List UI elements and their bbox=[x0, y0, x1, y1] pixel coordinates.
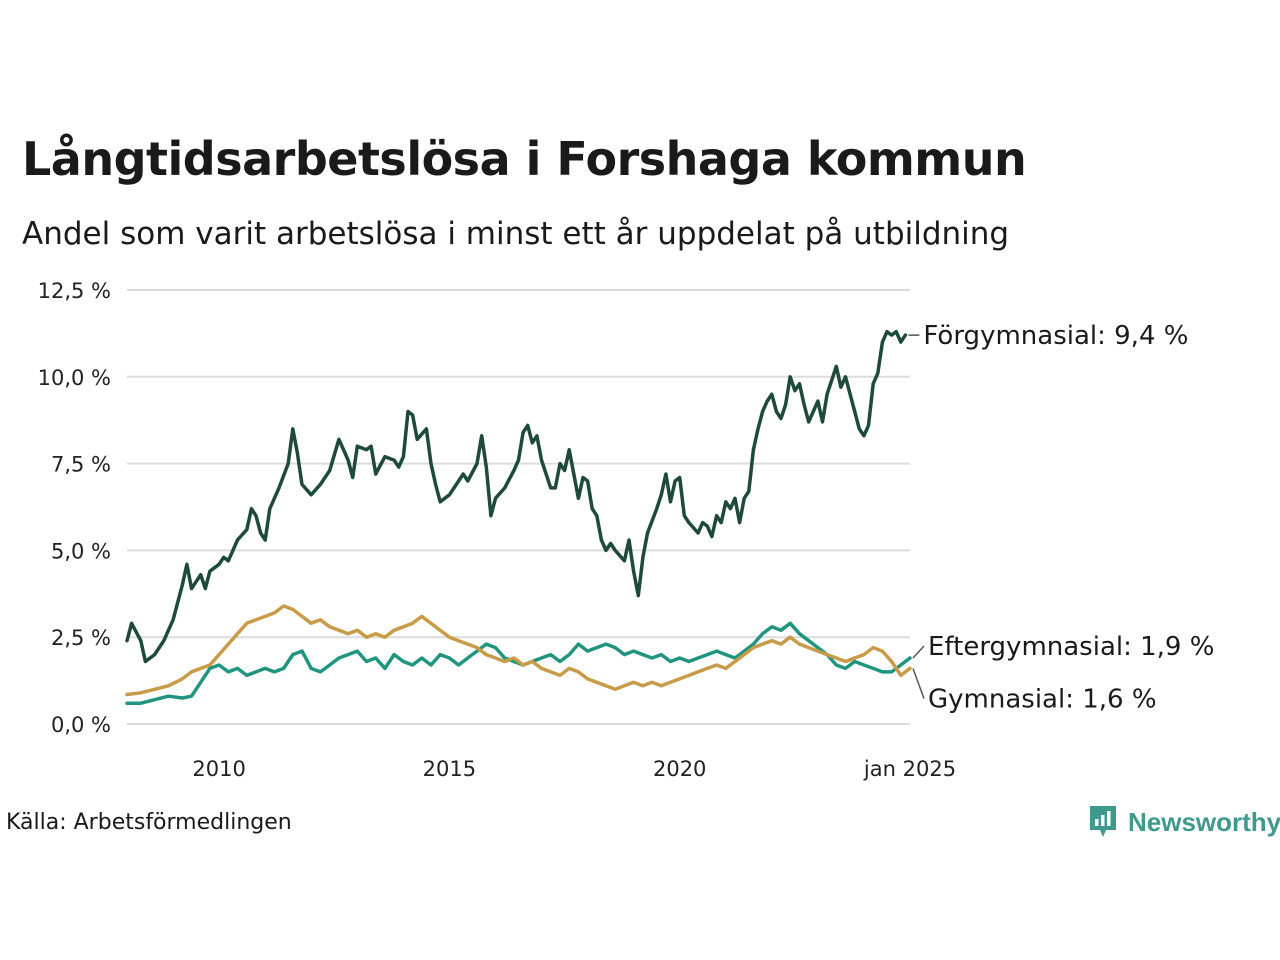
series-end-label: Förgymnasial: 9,4 % bbox=[923, 321, 1188, 351]
source-note: Källa: Arbetsförmedlingen bbox=[6, 810, 292, 835]
y-tick-label: 7,5 % bbox=[51, 453, 111, 477]
series-line-förgymnasial bbox=[125, 329, 908, 664]
y-tick-label: 2,5 % bbox=[51, 626, 111, 650]
x-tick-label: 2010 bbox=[192, 757, 245, 781]
brand-logo[interactable]: Newsworthy bbox=[1088, 804, 1280, 840]
series-end-label: Eftergymnasial: 1,9 % bbox=[928, 632, 1214, 662]
series-line-gymnasial bbox=[125, 604, 912, 697]
brand-name: Newsworthy bbox=[1128, 806, 1280, 837]
series-end-label: Gymnasial: 1,6 % bbox=[928, 684, 1157, 714]
end-label-connector bbox=[912, 645, 925, 659]
chart-subtitle: Andel som varit arbetslösa i minst ett å… bbox=[22, 216, 1010, 252]
y-tick-label: 0,0 % bbox=[51, 713, 111, 737]
x-tick-label: 2020 bbox=[653, 757, 706, 781]
bar-chart-icon bbox=[1090, 806, 1116, 837]
y-tick-label: 10,0 % bbox=[38, 366, 111, 390]
x-tick-label: 2015 bbox=[423, 757, 476, 781]
y-tick-label: 12,5 % bbox=[38, 279, 111, 303]
chart-title: Långtidsarbetslösa i Forshaga kommun bbox=[22, 132, 1027, 186]
end-label-connector bbox=[912, 668, 925, 699]
y-tick-label: 5,0 % bbox=[51, 539, 111, 563]
x-tick-label: jan 2025 bbox=[863, 757, 956, 781]
